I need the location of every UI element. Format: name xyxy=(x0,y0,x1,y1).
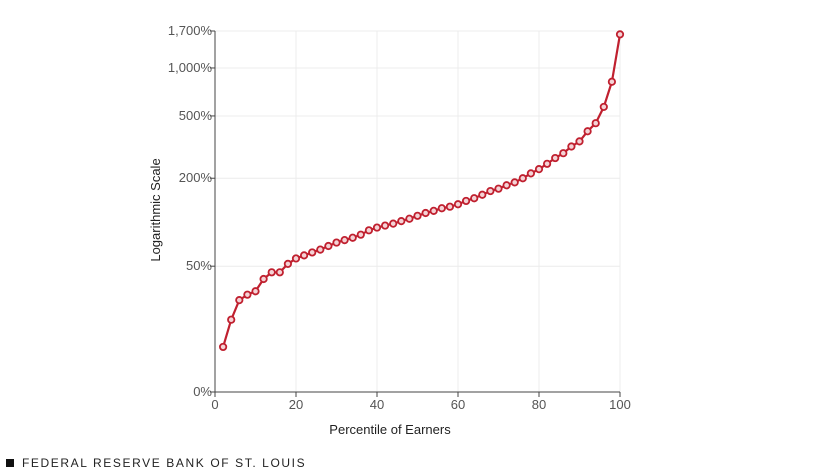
data-point-45 xyxy=(583,127,592,136)
data-point-26 xyxy=(429,206,438,215)
data-point-28 xyxy=(445,202,454,211)
data-point-41 xyxy=(551,153,560,163)
footer-square-icon xyxy=(6,459,14,467)
data-point-47 xyxy=(599,102,608,112)
y-tick-label-3: 500% xyxy=(179,108,213,123)
y-tick-label-0: 0% xyxy=(193,384,212,399)
x-tick-label-4: 80 xyxy=(532,397,546,412)
data-point-13 xyxy=(324,241,333,251)
data-point-12 xyxy=(316,245,325,254)
series-line xyxy=(222,34,622,348)
data-point-32 xyxy=(478,190,487,199)
data-point-3 xyxy=(243,290,252,299)
data-point-43 xyxy=(567,142,576,151)
x-tick-label-0: 0 xyxy=(211,397,218,412)
data-point-10 xyxy=(299,251,309,260)
footer-source: FEDERAL RESERVE BANK OF ST. LOUIS xyxy=(6,456,306,470)
data-point-1 xyxy=(227,315,236,324)
data-point-25 xyxy=(421,208,430,218)
axes xyxy=(214,31,620,393)
y-tick-label-5: 1,700% xyxy=(168,23,213,38)
data-point-30 xyxy=(461,196,471,206)
data-point-7 xyxy=(275,268,284,277)
data-point-23 xyxy=(405,214,414,223)
footer-text: FEDERAL RESERVE BANK OF ST. LOUIS xyxy=(22,456,307,470)
data-point-38 xyxy=(526,169,536,178)
x-axis-title: Percentile of Earners xyxy=(329,422,451,437)
data-point-14 xyxy=(332,238,341,247)
y-axis-ticks: 0% 50% 200% 500% 1,000% 1,700% xyxy=(168,23,215,399)
data-point-48 xyxy=(607,77,617,86)
x-tick-label-5: 100 xyxy=(609,397,631,412)
data-point-31 xyxy=(470,194,479,203)
data-point-11 xyxy=(308,248,317,257)
data-point-4 xyxy=(251,287,260,296)
data-point-49 xyxy=(615,30,625,39)
data-point-27 xyxy=(437,204,446,213)
y-tick-label-1: 50% xyxy=(186,258,212,273)
data-point-24 xyxy=(413,211,422,220)
x-tick-label-2: 40 xyxy=(370,397,384,412)
percentile-earnings-chart: 0% 50% 200% 500% 1,000% 1,700% 0 20 40 60 80 100 P… xyxy=(148,23,631,437)
data-point-0 xyxy=(219,342,228,352)
data-point-42 xyxy=(559,149,568,158)
y-axis-title: Logarithmic Scale xyxy=(148,158,163,261)
data-point-46 xyxy=(591,119,600,128)
data-point-2 xyxy=(235,296,244,305)
grid-lines xyxy=(215,30,621,392)
data-point-16 xyxy=(348,233,357,242)
data-point-22 xyxy=(397,217,406,226)
data-point-8 xyxy=(283,259,292,268)
data-point-34 xyxy=(494,184,503,193)
y-tick-label-4: 1,000% xyxy=(168,60,213,75)
data-point-39 xyxy=(534,165,544,174)
data-point-9 xyxy=(291,254,301,263)
data-point-18 xyxy=(364,226,373,235)
x-tick-label-3: 60 xyxy=(451,397,465,412)
x-axis-ticks: 0 20 40 60 80 100 xyxy=(211,392,631,412)
data-point-36 xyxy=(510,178,519,187)
data-point-21 xyxy=(389,219,398,228)
data-point-40 xyxy=(542,159,552,168)
data-point-19 xyxy=(372,223,382,232)
y-tick-label-2: 200% xyxy=(179,170,213,185)
data-point-5 xyxy=(259,274,268,284)
data-point-20 xyxy=(380,221,390,230)
data-point-37 xyxy=(518,174,527,183)
data-point-15 xyxy=(340,236,349,245)
x-tick-label-1: 20 xyxy=(289,397,303,412)
data-point-29 xyxy=(453,200,463,209)
data-point-35 xyxy=(502,181,511,190)
data-point-6 xyxy=(267,268,276,277)
series-points xyxy=(219,30,625,352)
data-point-33 xyxy=(486,186,495,196)
data-point-17 xyxy=(356,230,365,239)
data-point-44 xyxy=(575,137,584,146)
